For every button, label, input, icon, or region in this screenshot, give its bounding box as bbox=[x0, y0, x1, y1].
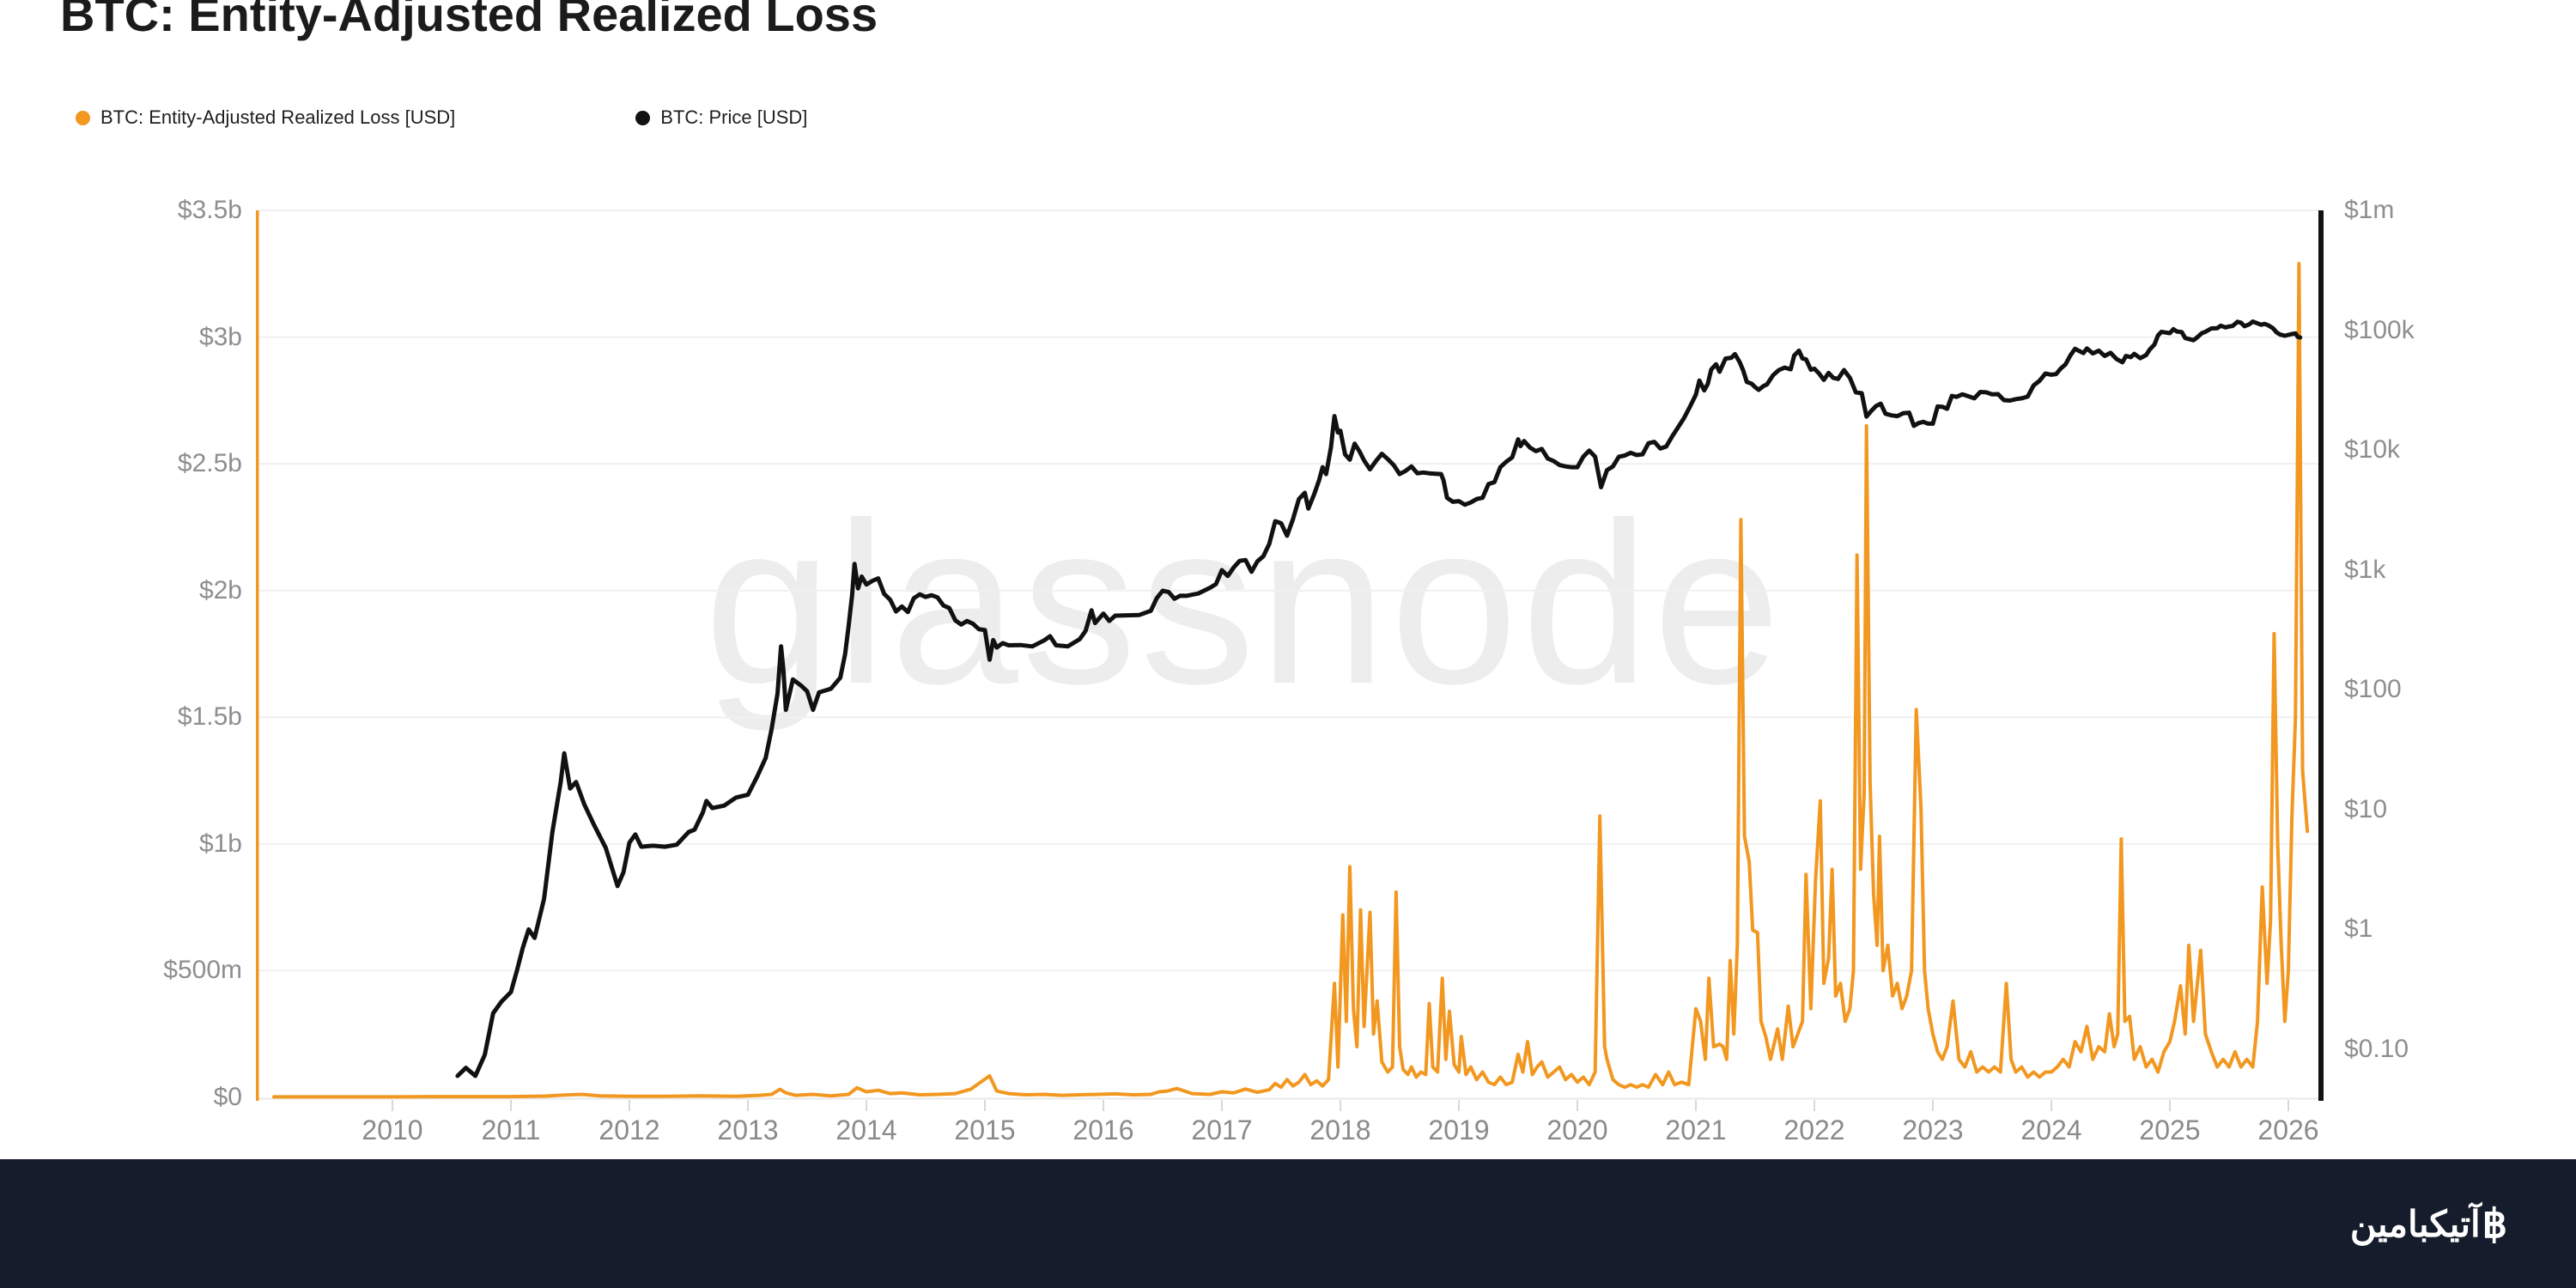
page-title: BTC: Entity-Adjusted Realized Loss bbox=[60, 0, 878, 41]
bitcoin-symbol-icon: ฿ bbox=[2482, 1201, 2507, 1246]
watermark: glassnode bbox=[704, 474, 1784, 732]
legend-label-realized-loss: BTC: Entity-Adjusted Realized Loss [USD] bbox=[100, 106, 456, 128]
footer-band: ฿ آتیکبامین bbox=[0, 1159, 2576, 1288]
legend-item-realized-loss[interactable]: BTC: Entity-Adjusted Realized Loss [USD] bbox=[76, 106, 455, 129]
legend: BTC: Entity-Adjusted Realized Loss [USD]… bbox=[76, 103, 807, 132]
legend-item-price[interactable]: BTC: Price [USD] bbox=[635, 106, 807, 129]
left-axis-line bbox=[256, 210, 259, 1101]
legend-label-price: BTC: Price [USD] bbox=[660, 106, 808, 128]
price-series-path bbox=[455, 319, 2303, 1078]
legend-dot-black-icon bbox=[635, 110, 651, 125]
brand-name-text: آتیکبامین bbox=[2349, 1203, 2481, 1244]
loss-series-path bbox=[272, 262, 2310, 1099]
right-axis-line bbox=[2318, 210, 2324, 1101]
brand-logo: ฿ آتیکبامین bbox=[2350, 1200, 2507, 1247]
legend-dot-orange-icon bbox=[76, 110, 90, 125]
